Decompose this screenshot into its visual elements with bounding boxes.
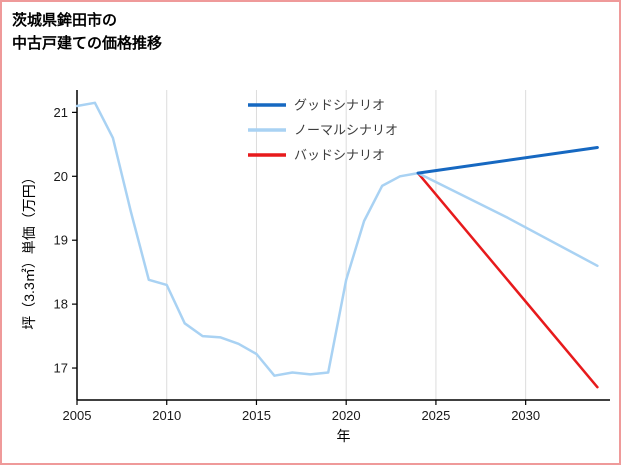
- y-axis-label: 坪（3.3㎡）単価（万円）: [21, 170, 37, 330]
- chart-title: 茨城県鉾田市の 中古戸建ての価格推移: [12, 12, 163, 52]
- y-tick-label: 18: [54, 297, 68, 312]
- y-tick-label: 17: [54, 361, 68, 376]
- x-tick-label: 2030: [511, 408, 540, 423]
- legend-label-good-scenario: グッドシナリオ: [294, 98, 385, 113]
- x-tick-label: 2020: [332, 408, 361, 423]
- legend-label-normal-scenario: ノーマルシナリオ: [294, 123, 398, 138]
- legend-label-bad-scenario: バッドシナリオ: [294, 148, 385, 163]
- x-tick-label: 2010: [152, 408, 181, 423]
- x-tick-label: 2005: [63, 408, 92, 423]
- series-line-good-scenario: [416, 146, 599, 175]
- y-tick-label: 21: [54, 105, 68, 120]
- x-axis-label: 年: [336, 428, 351, 444]
- x-tick-label: 2015: [242, 408, 271, 423]
- y-tick-label: 19: [54, 233, 68, 248]
- series-line-normal-scenario: [416, 171, 599, 268]
- series-line-bad-scenario: [416, 171, 599, 389]
- y-tick-label: 20: [54, 169, 68, 184]
- series-line-history: [75, 101, 420, 377]
- x-tick-label: 2025: [421, 408, 450, 423]
